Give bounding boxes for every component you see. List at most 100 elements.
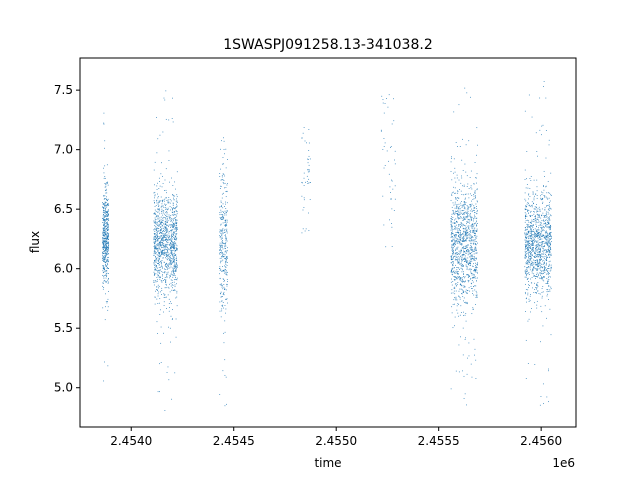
data-point bbox=[545, 238, 547, 240]
data-point bbox=[167, 286, 169, 288]
data-point bbox=[532, 264, 534, 265]
data-point bbox=[474, 214, 475, 216]
data-point bbox=[221, 179, 223, 180]
data-point bbox=[531, 240, 533, 242]
data-point bbox=[165, 243, 167, 245]
data-point bbox=[165, 282, 167, 283]
data-point bbox=[308, 164, 310, 166]
data-point bbox=[472, 307, 474, 309]
data-point bbox=[394, 163, 396, 165]
data-point bbox=[390, 192, 391, 193]
data-point bbox=[473, 208, 475, 209]
data-point bbox=[173, 244, 175, 246]
data-point bbox=[467, 216, 469, 218]
data-point bbox=[174, 224, 176, 225]
data-point bbox=[162, 274, 163, 276]
data-point bbox=[221, 286, 223, 288]
data-point bbox=[535, 220, 536, 222]
data-point bbox=[457, 282, 459, 283]
data-point bbox=[468, 140, 470, 142]
data-point bbox=[162, 217, 164, 219]
data-point bbox=[548, 272, 549, 274]
data-point bbox=[463, 224, 465, 226]
data-point bbox=[463, 254, 465, 256]
data-point bbox=[107, 227, 109, 229]
data-point bbox=[539, 250, 541, 252]
data-point bbox=[465, 202, 467, 203]
data-point bbox=[451, 241, 453, 243]
data-point bbox=[458, 304, 460, 305]
data-point bbox=[104, 241, 105, 243]
data-point bbox=[538, 242, 540, 244]
data-point bbox=[473, 209, 474, 211]
data-point bbox=[458, 197, 460, 199]
data-point bbox=[462, 204, 464, 206]
data-point bbox=[222, 307, 224, 309]
data-point bbox=[225, 234, 226, 236]
data-point bbox=[536, 235, 538, 237]
data-point bbox=[102, 265, 104, 267]
data-point bbox=[546, 231, 548, 233]
data-point bbox=[304, 140, 306, 142]
data-point bbox=[526, 274, 527, 276]
data-point bbox=[107, 267, 108, 269]
data-point bbox=[226, 237, 228, 239]
x-axis-label: time bbox=[314, 456, 341, 470]
data-point bbox=[107, 238, 109, 239]
data-point bbox=[170, 301, 171, 303]
data-point bbox=[171, 235, 172, 237]
data-point bbox=[164, 246, 166, 248]
data-point bbox=[476, 266, 478, 268]
data-point bbox=[222, 256, 224, 258]
data-point bbox=[535, 233, 536, 235]
data-point bbox=[170, 209, 171, 211]
data-point bbox=[172, 258, 174, 260]
data-point bbox=[225, 236, 227, 238]
data-point bbox=[526, 233, 528, 235]
data-point bbox=[383, 146, 385, 147]
data-point bbox=[462, 354, 464, 356]
data-point bbox=[527, 289, 529, 291]
data-point bbox=[226, 219, 228, 221]
data-point bbox=[167, 366, 169, 368]
y-tick-label: 5.5 bbox=[54, 321, 73, 335]
data-point bbox=[549, 235, 551, 237]
data-point bbox=[472, 258, 474, 260]
data-point bbox=[176, 228, 178, 229]
data-point bbox=[106, 192, 108, 194]
data-point bbox=[457, 263, 459, 264]
data-point bbox=[454, 213, 456, 215]
data-point bbox=[536, 284, 538, 286]
data-point bbox=[542, 235, 544, 236]
data-point bbox=[470, 216, 472, 218]
data-point bbox=[103, 216, 105, 218]
data-point bbox=[466, 249, 468, 251]
data-point bbox=[219, 253, 221, 255]
data-point bbox=[219, 212, 221, 214]
data-point bbox=[456, 204, 458, 206]
data-point bbox=[227, 159, 228, 160]
data-point bbox=[154, 241, 156, 243]
data-point bbox=[105, 205, 107, 207]
data-point bbox=[528, 242, 530, 243]
data-point bbox=[462, 327, 464, 329]
data-point bbox=[537, 284, 538, 286]
data-point bbox=[173, 243, 175, 245]
data-point bbox=[527, 244, 529, 246]
data-point bbox=[166, 275, 167, 277]
data-point bbox=[537, 263, 539, 265]
data-point bbox=[524, 230, 526, 231]
data-point bbox=[450, 235, 452, 237]
data-point bbox=[105, 216, 107, 218]
data-point bbox=[165, 234, 167, 236]
data-point bbox=[104, 361, 105, 363]
data-point bbox=[541, 277, 542, 279]
data-point bbox=[532, 247, 534, 248]
data-point bbox=[458, 218, 460, 220]
data-point bbox=[175, 254, 177, 256]
data-point bbox=[526, 260, 528, 262]
data-point bbox=[530, 252, 532, 253]
data-point bbox=[224, 265, 225, 267]
data-point bbox=[469, 262, 471, 264]
data-point bbox=[104, 224, 105, 225]
